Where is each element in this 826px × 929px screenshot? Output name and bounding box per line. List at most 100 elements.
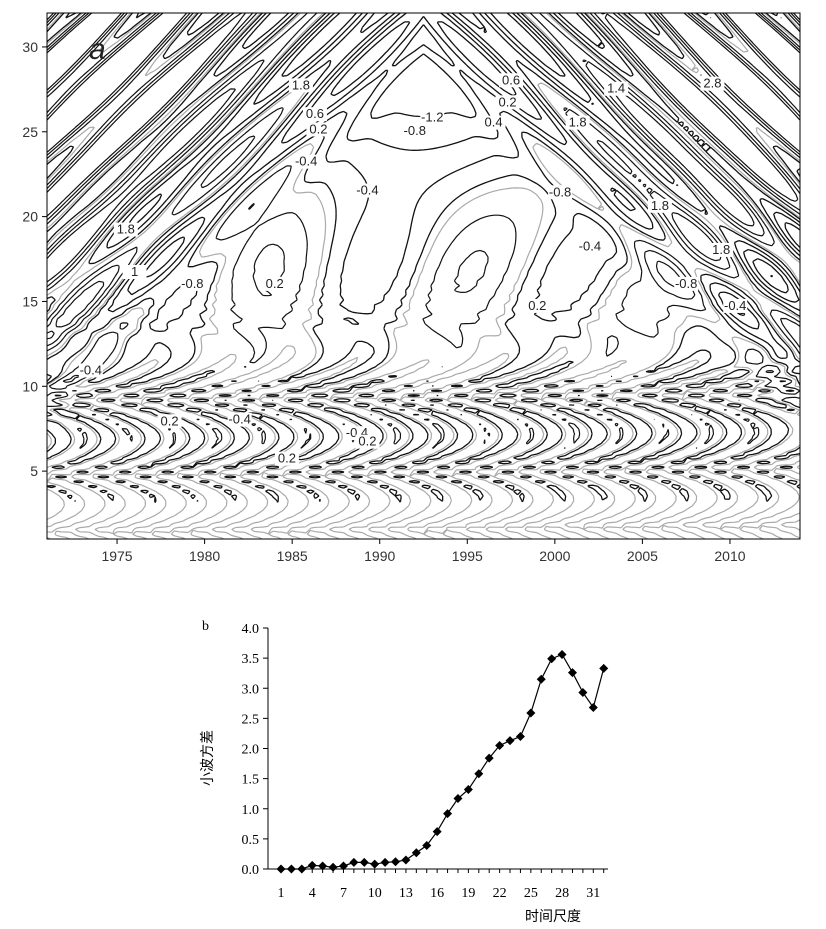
data-point-marker <box>318 861 328 871</box>
contour-label: 0.6 <box>502 72 520 87</box>
contour-label-bg <box>709 242 734 257</box>
contour-label-bg <box>604 81 629 96</box>
panel-label-b: b <box>202 619 209 634</box>
contour-label: 0.6 <box>306 106 324 121</box>
contour-label: -0.8 <box>404 123 426 138</box>
contour-label: -0.4 <box>80 362 102 377</box>
data-point-marker <box>338 861 348 871</box>
data-point-marker <box>443 809 453 819</box>
contour-label: 0.2 <box>528 298 546 313</box>
data-point-marker <box>474 769 484 779</box>
contour-label: 1.4 <box>607 81 625 96</box>
data-point-marker <box>349 857 359 867</box>
contour-label-bg <box>700 76 725 91</box>
variance-markers <box>276 650 609 874</box>
data-point-marker <box>515 731 525 741</box>
contour-level-line <box>47 13 800 539</box>
data-point-marker <box>380 857 390 867</box>
contour-label: 0.2 <box>266 276 284 291</box>
contour-label-bg <box>302 107 327 122</box>
contour-label: 0.2 <box>309 121 327 136</box>
contour-level-line <box>47 13 800 503</box>
contour-label-bg <box>113 222 138 237</box>
contour-label: 0.4 <box>485 115 503 130</box>
contour-label-bg <box>227 412 252 427</box>
axis-ticks-b: 0.0 0.5 1.0 1.5 2.0 2.5 3.0 3.5 4.0 1 4 7 10 13 16 19 22… <box>242 622 605 901</box>
y-tick-label: 5 <box>30 463 38 479</box>
contour-label: -0.8 <box>675 276 697 291</box>
contour-label-bg <box>647 198 672 213</box>
contour-label: 1.8 <box>712 242 730 257</box>
x-tick-label: 31 <box>586 886 600 901</box>
contour-label: -0.4 <box>295 154 317 169</box>
x-tick-label: 25 <box>524 886 538 901</box>
contour-label-bg <box>577 239 602 254</box>
data-point-marker <box>578 687 588 697</box>
data-point-marker <box>432 827 442 837</box>
axis-ticks: 1975 1980 1985 1990 1995 2000 2005 2010 5 10 15 20 2… <box>22 39 745 564</box>
x-tick-label: 1985 <box>277 548 308 564</box>
contour-label-bg <box>402 124 427 139</box>
contour-label-bg <box>122 265 147 279</box>
data-point-marker <box>286 864 296 874</box>
data-point-marker <box>453 794 463 804</box>
contour-label-bg <box>481 115 506 130</box>
contour-label-bg <box>78 363 103 378</box>
data-point-marker <box>547 654 557 664</box>
x-axis-label: 时间尺度 <box>525 909 581 925</box>
contour-label-bg <box>525 298 550 313</box>
contour-label-bg <box>499 73 524 88</box>
contour-label: 1.8 <box>117 222 135 237</box>
x-tick-label: 2000 <box>539 548 570 564</box>
data-point-marker <box>526 708 536 718</box>
x-tick-label: 2010 <box>714 548 745 564</box>
data-point-marker <box>307 860 317 870</box>
data-point-marker <box>536 674 546 684</box>
y-tick-label: 2.5 <box>242 712 260 727</box>
panel-label-a: a <box>89 33 106 66</box>
contour-labels: 1.80.60.2-0.4-1.2-0.80.60.20.4 1.81.4 2.8-… <box>78 72 748 466</box>
contour-level-line <box>47 13 800 449</box>
x-tick-label: 1980 <box>189 548 220 564</box>
plot-frame <box>46 12 801 540</box>
x-tick-label: 10 <box>368 886 382 901</box>
contour-label: 2.8 <box>703 76 721 91</box>
contour-label: -0.8 <box>181 276 203 291</box>
contour-label-bg <box>674 276 699 291</box>
contour-label-bg <box>420 110 445 125</box>
contour-label-bg <box>548 185 573 200</box>
contour-label-bg <box>262 276 287 291</box>
data-point-marker <box>567 668 577 678</box>
data-point-marker <box>557 650 567 660</box>
contour-label: -0.4 <box>228 412 250 427</box>
contour-label-bg <box>723 298 748 313</box>
contour-label: -0.4 <box>579 239 601 254</box>
y-tick-label: 0.5 <box>242 833 260 848</box>
data-point-marker <box>505 736 515 746</box>
data-point-marker <box>370 859 380 869</box>
contour-label-bg <box>306 122 331 137</box>
contour-label-bg <box>180 276 205 291</box>
data-point-marker <box>463 784 473 794</box>
contour-label: 0.2 <box>278 451 296 466</box>
data-point-marker <box>484 753 494 763</box>
contour-label-bg <box>288 78 313 93</box>
data-point-marker <box>359 857 369 867</box>
x-tick-label: 1 <box>278 886 285 901</box>
contour-label-bg <box>274 451 299 466</box>
contour-label: 0.2 <box>358 434 376 449</box>
data-point-marker <box>297 864 307 874</box>
y-tick-label: 2.0 <box>242 743 260 758</box>
y-tick-label: 15 <box>22 293 38 309</box>
y-tick-label: 1.5 <box>242 773 260 788</box>
y-tick-label: 4.0 <box>242 622 260 637</box>
x-tick-label: 4 <box>309 886 316 901</box>
data-point-marker <box>422 841 432 851</box>
data-point-marker <box>599 663 609 673</box>
contour-level-line <box>47 13 800 340</box>
data-point-marker <box>391 857 401 867</box>
contour-label-bg <box>565 115 590 130</box>
contour-label: -0.8 <box>549 184 571 199</box>
y-tick-label: 10 <box>22 378 38 394</box>
contour-label-bg <box>157 414 182 429</box>
